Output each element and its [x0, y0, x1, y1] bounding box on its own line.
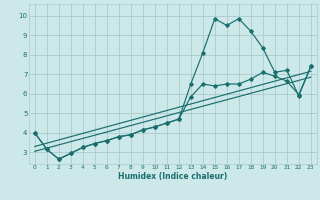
X-axis label: Humidex (Indice chaleur): Humidex (Indice chaleur) [118, 172, 228, 181]
